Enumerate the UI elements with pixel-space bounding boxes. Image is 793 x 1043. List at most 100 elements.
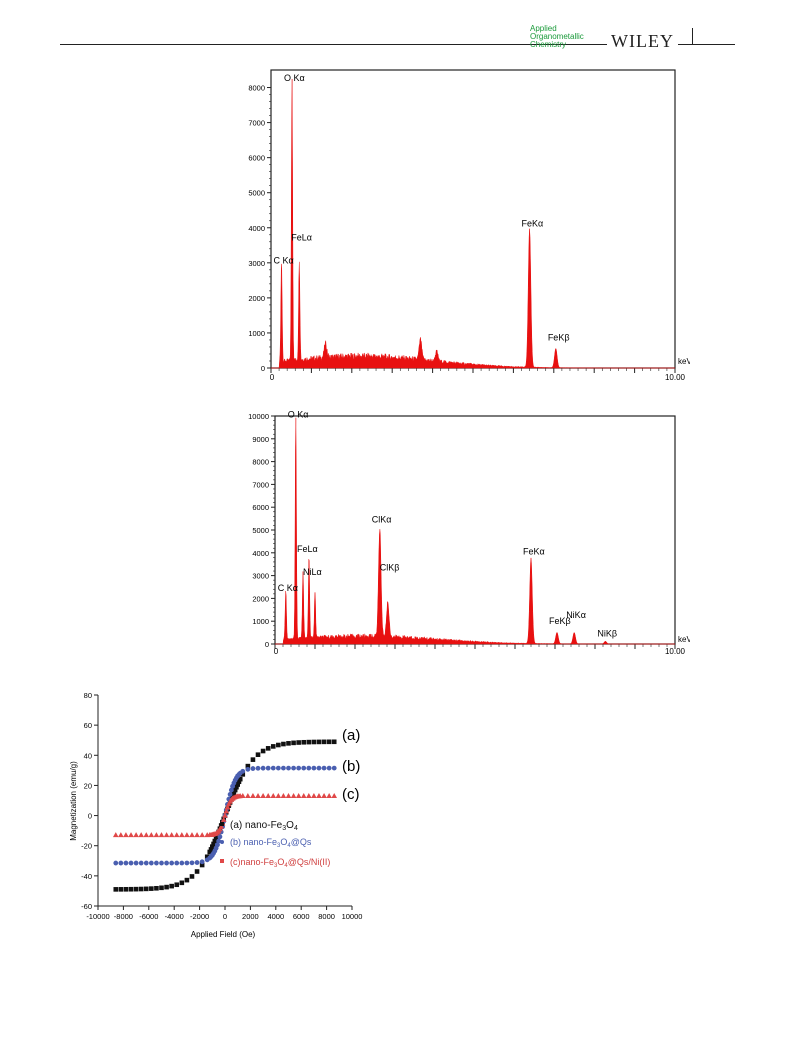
series-a-point [331, 739, 337, 745]
x-tick-label: -8000 [114, 912, 133, 921]
y-tick-label: 7000 [248, 119, 265, 128]
x-tick-label: -10000 [86, 912, 109, 921]
series-a-point [133, 886, 139, 892]
series-c-point [199, 832, 205, 838]
series-c-point [306, 792, 312, 798]
series-b-point [217, 834, 223, 840]
series-b-point [164, 860, 169, 866]
x-tick-label: 4000 [267, 912, 284, 921]
x-axis-label: Applied Field (Oe) [191, 930, 256, 939]
peak-label: ClKβ [380, 562, 400, 572]
peak-label: FeKα [523, 546, 545, 556]
series-a-point [179, 880, 185, 886]
legend: (a) nano-Fe3O4 (b) nano-Fe3O4@Qs (c)nano… [220, 820, 330, 869]
journal-line1: Applied [530, 24, 557, 33]
y-tick-label: 8000 [252, 458, 269, 467]
series-a-point [210, 844, 215, 850]
series-a-point [245, 763, 251, 769]
series-b-point [194, 860, 200, 865]
series-b-point [260, 765, 266, 771]
peak-label: O Kα [284, 73, 305, 83]
series-a-point [265, 746, 271, 751]
magnetization-chart: -60 -40 -20 0 20 40 60 80 -10000 -8000 -6000 -4000-… [69, 691, 362, 939]
series-label-a: (a) [342, 727, 360, 744]
series-c-point [220, 816, 227, 822]
series-b-point [286, 765, 291, 771]
series-b-point [291, 765, 296, 771]
y-tick-label: 7000 [252, 480, 269, 489]
series-b-point [245, 766, 251, 772]
spectrum-area [271, 78, 675, 369]
series-b-point [113, 860, 119, 866]
series-a-point [250, 757, 256, 762]
series-a-point [281, 741, 286, 747]
plot-frame [274, 415, 676, 645]
series-a-point [276, 742, 281, 748]
series-a-point [311, 739, 317, 745]
series-a-point [138, 886, 144, 892]
header-rule [60, 44, 735, 45]
series-b-point [255, 765, 261, 771]
series-b-point [138, 860, 144, 866]
y-tick-label: 60 [84, 721, 92, 730]
series-a-point [306, 739, 312, 745]
series-c-point [290, 792, 297, 798]
series-a-point [149, 886, 154, 891]
series-c-point [250, 792, 256, 798]
series-c-point [123, 832, 129, 838]
series-b-point [123, 860, 129, 866]
series-a-point [270, 744, 276, 749]
series-a-point [296, 740, 301, 745]
y-tick-label: 0 [265, 640, 269, 649]
y-tick-label: 2000 [252, 594, 269, 603]
legend-marker-c [220, 859, 224, 863]
x-tick-label: -4000 [165, 912, 184, 921]
y-tick-label: 3000 [248, 259, 265, 268]
x-tick-label: -6000 [139, 912, 158, 921]
y-axis: 0 1000 2000 3000 4000 5000 6000 7000 8000 9000 100… [248, 412, 275, 649]
series-a-point [234, 784, 239, 790]
series-a-point [255, 752, 261, 757]
series-b-point [189, 860, 195, 866]
y-tick-label: 9000 [252, 435, 269, 444]
header-bar [692, 28, 693, 45]
series-b-point [316, 765, 322, 771]
series-b-point [296, 765, 302, 771]
peak-annotations: O Kα FeLα C Kα FeKα FeKβ [274, 73, 570, 342]
series-c-point [133, 832, 139, 838]
series-c-point [300, 792, 307, 798]
series-b-point [179, 860, 185, 866]
y-tick-label: 10000 [248, 412, 269, 421]
series-b-point [306, 765, 312, 771]
journal-logo: Applied Organometallic Chemistry [530, 25, 584, 49]
series-c-point [194, 832, 200, 838]
y-tick-label: 1000 [248, 329, 265, 338]
series-b-point [281, 765, 286, 771]
peak-label: ClKα [372, 514, 392, 524]
x-axis [274, 644, 676, 649]
y-tick-label: 5000 [248, 189, 265, 198]
data-points [112, 739, 338, 892]
series-c-point [275, 792, 282, 798]
series-b-point [199, 859, 205, 865]
y-tick-label: 2000 [248, 294, 265, 303]
peak-label: NiKα [566, 610, 586, 620]
series-a-point [260, 748, 266, 754]
series-b-point [133, 860, 139, 866]
series-c-point [184, 832, 190, 838]
y-tick-label: 3000 [252, 572, 269, 581]
peak-label: NiLα [303, 567, 322, 577]
series-c-point [217, 826, 223, 832]
peak-label: FeKβ [549, 616, 571, 626]
series-c-point [173, 832, 180, 838]
series-c-point [285, 792, 292, 798]
peak-label: FeLα [291, 233, 312, 243]
series-b-point [275, 765, 281, 771]
legend-entry-c: (c)nano-Fe3O4@Qs/Ni(II) [230, 857, 330, 869]
x-axis [270, 368, 676, 373]
series-b-point [128, 860, 134, 866]
series-b-point [270, 765, 276, 771]
series-a-point [235, 782, 240, 787]
series-c-point [245, 792, 251, 798]
